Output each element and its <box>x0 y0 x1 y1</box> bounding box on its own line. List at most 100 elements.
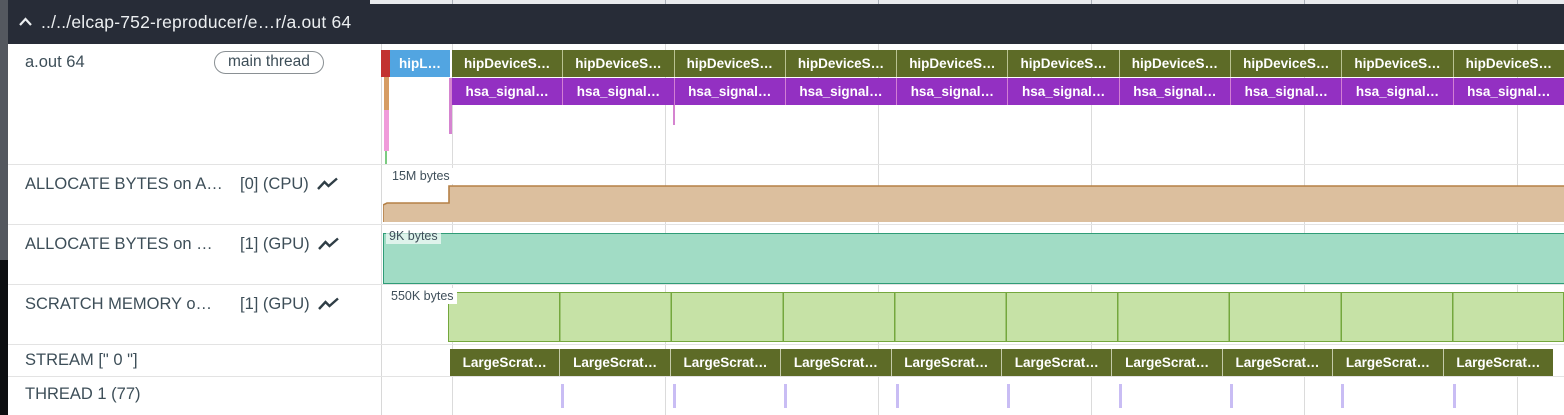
timeline-slice-hsasignal[interactable]: hsa_signal… <box>563 77 675 105</box>
main-thread-badge[interactable]: main thread <box>214 51 324 74</box>
thread-event-tick[interactable] <box>1341 384 1344 408</box>
thread-track-title: a.out 64 <box>25 53 85 71</box>
thread-event-tick[interactable] <box>1119 384 1122 408</box>
timeline-slice-largescratch[interactable]: LargeScrat… <box>1112 349 1223 376</box>
time-ruler-strip <box>370 0 1564 4</box>
track-shell-allocate-cpu[interactable]: ALLOCATE BYTES on A… [0] (CPU) <box>8 165 381 225</box>
timeline-slice-largescratch[interactable]: LargeScrat… <box>670 349 782 376</box>
stream-slice-row: LargeScrat… LargeScrat… LargeScrat… LargeSc… <box>450 349 1554 376</box>
thread-event-tick[interactable] <box>1007 384 1010 408</box>
timeline-slice-hipdevice[interactable]: hipDeviceS… <box>1231 50 1343 77</box>
timeline-slice-red[interactable] <box>381 50 390 77</box>
ruler-tick <box>1304 0 1305 4</box>
timeline-slice-hsasignal[interactable]: hsa_signal… <box>1342 77 1454 105</box>
counter-track-detail: [0] (CPU) <box>240 175 309 193</box>
counter-max-label: 15M bytes <box>389 168 453 184</box>
timeline-slice-largescratch[interactable]: LargeScrat… <box>1443 349 1554 376</box>
gridline <box>665 44 666 415</box>
timeline-slice-green-small[interactable] <box>384 151 387 164</box>
gridline <box>452 44 453 415</box>
process-group-title: ../../elcap-752-reproducer/e…r/a.out 64 <box>41 11 352 32</box>
gridline <box>878 44 879 415</box>
timeline-slice-hsasignal[interactable]: hsa_signal… <box>1231 77 1343 105</box>
timeline-slice-hsasignal[interactable]: hsa_signal… <box>897 77 1009 105</box>
track-shell-main-thread[interactable]: a.out 64 main thread <box>8 44 381 165</box>
timeline-slice-hipdevice[interactable]: hipDeviceS… <box>1453 50 1564 77</box>
timeline-slice-hsasignal[interactable]: hsa_signal… <box>674 77 786 105</box>
thread1-track-title: THREAD 1 (77) <box>25 385 141 403</box>
timeline-slice-hipdevice[interactable]: hipDeviceS… <box>1342 50 1454 77</box>
timeline-slice-hsasignal[interactable]: hsa_signal… <box>1008 77 1120 105</box>
ruler-tick <box>665 0 666 4</box>
gridline <box>1517 44 1518 415</box>
track-divider <box>8 284 1564 285</box>
timeline-slice-largescratch[interactable]: LargeScrat… <box>1002 349 1113 376</box>
timeline-slice-hip-launch[interactable]: hipL… <box>390 50 450 77</box>
timeline-slice-pink-small[interactable] <box>449 78 452 134</box>
ruler-tick <box>1091 0 1092 4</box>
timeline-slice-hipdevice[interactable]: hipDeviceS… <box>1008 50 1120 77</box>
track-divider <box>8 224 1564 225</box>
thread-event-tick[interactable] <box>561 384 564 408</box>
counter-track-detail: [1] (GPU) <box>240 295 310 313</box>
thread-event-tick[interactable] <box>784 384 787 408</box>
track-shell-scratch-memory[interactable]: SCRATCH MEMORY o… [1] (GPU) <box>8 285 381 345</box>
counter-track-title: SCRATCH MEMORY o… <box>25 295 213 313</box>
thread-event-tick[interactable] <box>896 384 899 408</box>
stream-track-title: STREAM [" 0 "] <box>25 351 138 369</box>
track-divider <box>8 376 1564 377</box>
track-divider <box>8 164 1564 165</box>
counter-track-title: ALLOCATE BYTES on A… <box>25 175 223 193</box>
track-shell-stream[interactable]: STREAM [" 0 "] <box>8 345 381 377</box>
timeline-slice-hipdevice[interactable]: hipDeviceS… <box>563 50 675 77</box>
counter-area-scratch-memory[interactable] <box>448 292 1564 342</box>
timeline-slice-hipdevice[interactable]: hipDeviceS… <box>1119 50 1232 77</box>
timeline-slice-hipdevice[interactable]: hipDeviceS… <box>674 50 786 77</box>
timeline-slice-hsasignal[interactable]: hsa_signal… <box>785 77 898 105</box>
timeline-slice-hipdevice[interactable]: hipDeviceS… <box>785 50 898 77</box>
gridline <box>1304 44 1305 415</box>
process-group-header[interactable]: ../../elcap-752-reproducer/e…r/a.out 64 <box>8 0 1564 44</box>
timeline-slice-tan-small[interactable] <box>384 77 389 110</box>
counter-track-detail: [1] (GPU) <box>240 235 310 253</box>
timeline-canvas[interactable]: hipL… hipDeviceS… hipDeviceS… hipDeviceS… h… <box>381 44 1564 415</box>
line-chart-icon <box>317 297 340 317</box>
line-chart-icon <box>317 237 340 257</box>
counter-max-label: 9K bytes <box>386 228 441 244</box>
timeline-slice-hsasignal[interactable]: hsa_signal… <box>1453 77 1564 105</box>
gridline <box>1091 44 1092 415</box>
track-divider <box>8 344 1564 345</box>
timeline-slice-largescratch[interactable]: LargeScrat… <box>560 349 671 376</box>
timeline-slice-pink-small[interactable] <box>384 110 389 151</box>
hsa-signal-slice-row: hsa_signal… hsa_signal… hsa_signal… hsa_sig… <box>452 77 1564 105</box>
track-shell-thread-1[interactable]: THREAD 1 (77) <box>8 377 381 415</box>
timeline-slice-largescratch[interactable]: LargeScrat… <box>781 349 892 376</box>
counter-max-label: 550K bytes <box>388 288 457 304</box>
timeline-slice-hipdevice[interactable]: hipDeviceS… <box>452 50 564 77</box>
track-sidebar: a.out 64 main thread ALLOCATE BYTES on A… <box>8 44 382 415</box>
timeline-slice-pink-small[interactable] <box>673 105 675 125</box>
ruler-tick <box>452 0 453 4</box>
track-shell-allocate-gpu[interactable]: ALLOCATE BYTES on … [1] (GPU) <box>8 225 381 285</box>
counter-track-title: ALLOCATE BYTES on … <box>25 235 213 253</box>
thread-event-tick[interactable] <box>673 384 676 408</box>
timeline-slice-largescratch[interactable]: LargeScrat… <box>1333 349 1444 376</box>
thread-event-tick[interactable] <box>1230 384 1233 408</box>
timeline-slice-largescratch[interactable]: LargeScrat… <box>450 349 561 376</box>
ruler-tick <box>878 0 879 4</box>
timeline-slice-largescratch[interactable]: LargeScrat… <box>891 349 1003 376</box>
hip-device-slice-row: hipDeviceS… hipDeviceS… hipDeviceS… hipDevi… <box>452 50 1564 77</box>
timeline-slice-hsasignal[interactable]: hsa_signal… <box>1119 77 1232 105</box>
thread-event-tick[interactable] <box>1453 384 1456 408</box>
counter-area-allocate-cpu[interactable] <box>383 185 1564 223</box>
timeline-slice-hipdevice[interactable]: hipDeviceS… <box>897 50 1009 77</box>
timeline-slice-hsasignal[interactable]: hsa_signal… <box>452 77 564 105</box>
collapse-chevron-icon[interactable] <box>18 17 33 27</box>
vertical-scrollbar-track[interactable] <box>0 0 8 415</box>
vertical-scrollbar-thumb[interactable] <box>0 0 8 260</box>
timeline-slice-largescratch[interactable]: LargeScrat… <box>1222 349 1334 376</box>
line-chart-icon <box>316 177 339 197</box>
ruler-tick <box>1517 0 1518 4</box>
counter-area-allocate-gpu[interactable] <box>383 233 1564 284</box>
